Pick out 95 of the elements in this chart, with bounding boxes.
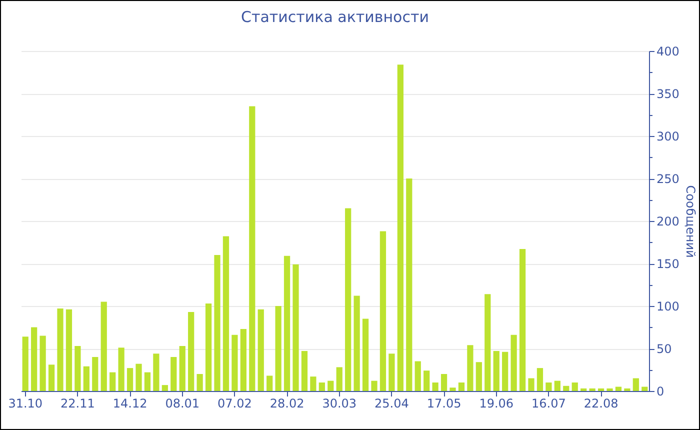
- bar: [74, 346, 81, 391]
- bar: [144, 372, 151, 391]
- x-tick-label: 08.01: [165, 396, 200, 410]
- bar: [615, 386, 622, 391]
- x-tick-label: 14.12: [112, 396, 148, 410]
- bar: [580, 388, 587, 391]
- bar: [179, 346, 186, 391]
- bar: [110, 372, 116, 391]
- y-tick-label: 0: [656, 384, 664, 398]
- bar: [458, 382, 465, 391]
- bar: [572, 382, 578, 391]
- y-tick-label: 400: [656, 44, 680, 58]
- bar: [440, 374, 448, 391]
- bar: [258, 309, 264, 391]
- bar: [118, 348, 124, 391]
- bar: [397, 64, 404, 391]
- bar: [476, 362, 482, 391]
- bar: [467, 345, 474, 391]
- bar: [292, 264, 299, 391]
- bar: [362, 318, 369, 391]
- bar: [318, 382, 325, 391]
- x-tick-label: 07.02: [218, 396, 252, 410]
- y-tick-label: 100: [656, 300, 680, 314]
- bar: [528, 378, 534, 391]
- bar: [642, 386, 648, 391]
- x-tick-label: 30.03: [322, 396, 357, 410]
- bar: [554, 380, 560, 391]
- bar: [162, 385, 168, 391]
- bar: [249, 106, 256, 391]
- bar: [432, 382, 438, 391]
- bar: [266, 376, 273, 391]
- bar: [345, 208, 352, 391]
- bar: [126, 368, 134, 391]
- bar: [153, 354, 160, 391]
- bar: [284, 256, 290, 391]
- bar: [205, 303, 212, 391]
- x-tick-label: 28.02: [270, 396, 304, 410]
- bar: [170, 357, 177, 391]
- bar: [66, 309, 72, 391]
- bar: [606, 388, 613, 391]
- bar: [406, 178, 412, 391]
- bar: [57, 308, 64, 391]
- x-tick-label: 16.07: [532, 396, 566, 410]
- x-tick-label: 25.04: [374, 396, 409, 410]
- bar: [450, 388, 456, 391]
- bar: [493, 351, 500, 391]
- y-tick-label: 150: [656, 257, 680, 271]
- bar: [301, 351, 308, 391]
- bar: [22, 336, 28, 391]
- bar: [40, 336, 46, 391]
- bar: [328, 380, 334, 391]
- y-tick-label: 300: [656, 130, 680, 144]
- y-tick-label: 200: [656, 214, 680, 228]
- bar: [624, 388, 630, 391]
- bar: [380, 231, 386, 391]
- bar: [222, 236, 230, 391]
- bar: [240, 328, 246, 391]
- bar: [589, 388, 596, 391]
- bar: [502, 352, 508, 391]
- bar: [92, 357, 98, 391]
- chart-title: Статистика активности: [241, 8, 429, 26]
- bar: [632, 378, 639, 391]
- bar: [414, 361, 421, 391]
- x-tick-label: 22.11: [60, 396, 95, 410]
- y-tick-label: 250: [656, 172, 680, 186]
- bar: [388, 354, 395, 391]
- bar: [371, 380, 378, 391]
- bar: [48, 364, 55, 391]
- y-tick-label: 350: [656, 87, 680, 101]
- bar: [196, 374, 203, 391]
- bar: [354, 296, 360, 391]
- y-tick-label: 50: [656, 342, 672, 356]
- bar: [424, 370, 430, 391]
- bar: [546, 382, 552, 391]
- x-tick-label: 19.06: [479, 396, 514, 410]
- x-tick-label: 22.08: [584, 396, 618, 410]
- bar: [310, 376, 316, 391]
- bar: [484, 294, 491, 391]
- bar: [510, 334, 517, 391]
- bar: [275, 306, 282, 391]
- bar: [598, 388, 604, 391]
- bar: [100, 302, 107, 391]
- bar: [31, 327, 38, 391]
- bar: [136, 364, 142, 391]
- bar: [188, 312, 194, 391]
- bar: [536, 368, 544, 391]
- bar: [83, 366, 90, 391]
- x-tick-label: 17.05: [426, 396, 462, 410]
- bar: [214, 255, 220, 391]
- y-axis-title: Сообщений: [683, 185, 698, 258]
- x-tick-label: 31.10: [8, 396, 43, 410]
- bar: [336, 367, 342, 391]
- bar: [563, 386, 570, 391]
- bar: [232, 334, 238, 391]
- bar: [519, 249, 526, 391]
